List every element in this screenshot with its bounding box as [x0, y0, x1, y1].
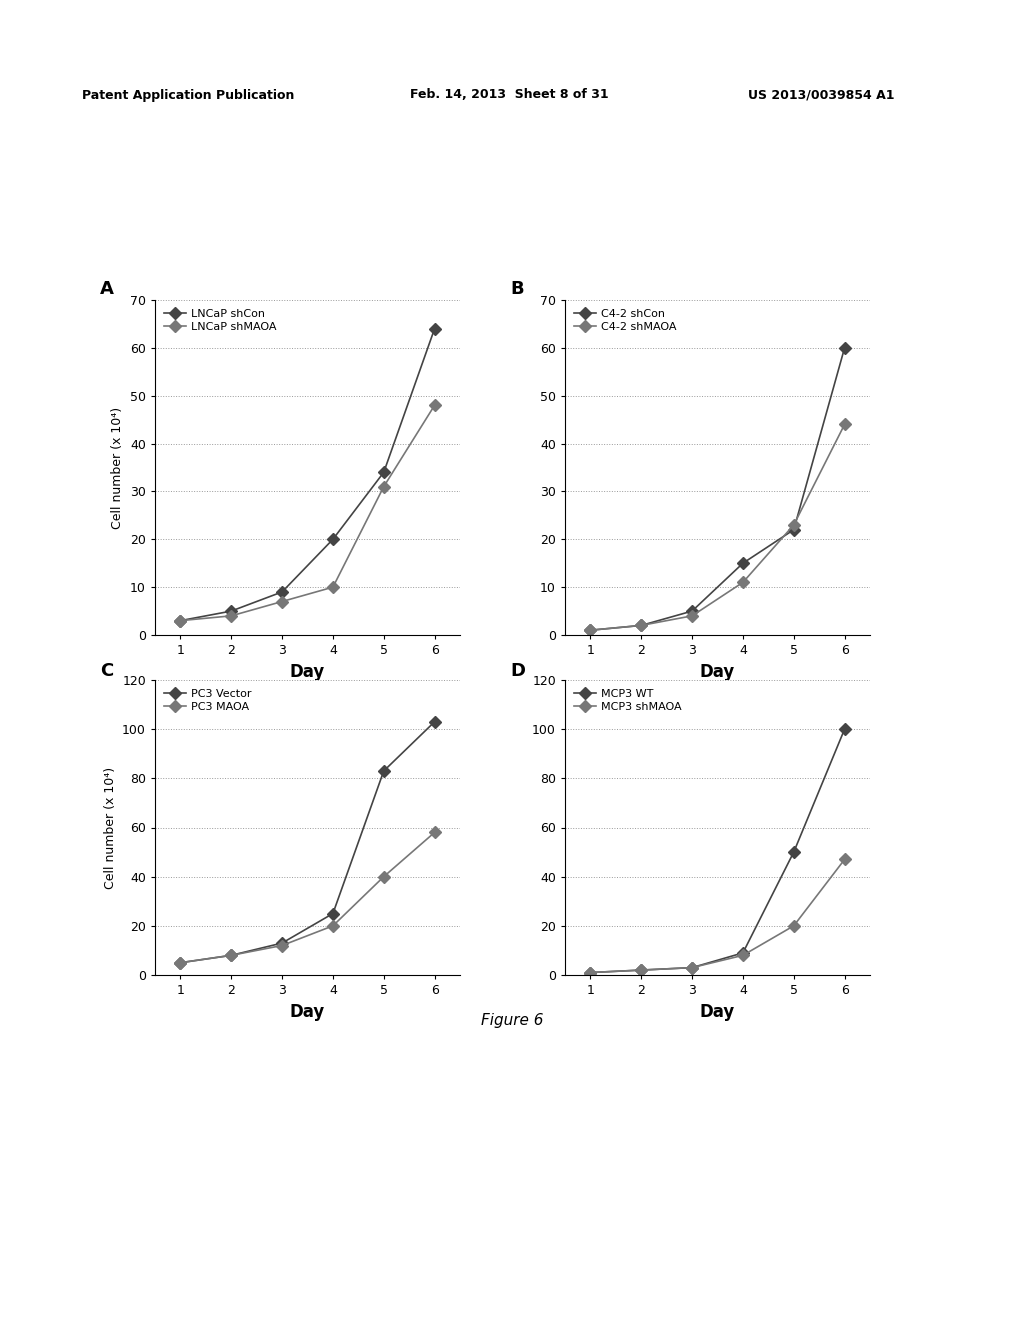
Line: PC3 Vector: PC3 Vector	[176, 718, 438, 966]
Text: Feb. 14, 2013  Sheet 8 of 31: Feb. 14, 2013 Sheet 8 of 31	[410, 88, 608, 102]
X-axis label: Day: Day	[290, 663, 326, 681]
C4-2 shMAOA	[737, 574, 750, 590]
PC3 Vector	[428, 714, 440, 730]
MCP3 shMAOA	[737, 948, 750, 964]
X-axis label: Day: Day	[699, 1003, 735, 1020]
Text: B: B	[510, 280, 523, 298]
X-axis label: Day: Day	[290, 1003, 326, 1020]
MCP3 shMAOA	[686, 960, 698, 975]
MCP3 WT	[787, 845, 800, 861]
MCP3 shMAOA	[787, 917, 800, 933]
MCP3 WT	[839, 721, 851, 737]
C4-2 shCon	[787, 521, 800, 537]
X-axis label: Day: Day	[699, 663, 735, 681]
LNCaP shCon	[327, 532, 339, 548]
Text: Patent Application Publication: Patent Application Publication	[82, 88, 294, 102]
Line: C4-2 shCon: C4-2 shCon	[587, 343, 849, 635]
LNCaP shCon	[275, 583, 288, 599]
C4-2 shMAOA	[585, 622, 597, 638]
MCP3 shMAOA	[839, 851, 851, 867]
LNCaP shCon	[174, 612, 186, 628]
LNCaP shMAOA	[378, 479, 390, 495]
PC3 MAOA	[174, 954, 186, 970]
PC3 Vector	[378, 763, 390, 779]
C4-2 shCon	[737, 556, 750, 572]
Line: PC3 MAOA: PC3 MAOA	[176, 828, 438, 966]
PC3 Vector	[327, 906, 339, 921]
Line: MCP3 shMAOA: MCP3 shMAOA	[587, 855, 849, 977]
PC3 MAOA	[378, 869, 390, 884]
LNCaP shMAOA	[327, 579, 339, 595]
PC3 MAOA	[428, 825, 440, 841]
Y-axis label: Cell number (x 10⁴): Cell number (x 10⁴)	[112, 407, 125, 528]
Y-axis label: Cell number (x 10⁴): Cell number (x 10⁴)	[103, 767, 117, 888]
C4-2 shCon	[585, 622, 597, 638]
C4-2 shMAOA	[686, 609, 698, 624]
Text: US 2013/0039854 A1: US 2013/0039854 A1	[748, 88, 894, 102]
Text: C: C	[100, 663, 114, 680]
LNCaP shCon	[428, 321, 440, 337]
PC3 Vector	[225, 948, 238, 964]
PC3 MAOA	[225, 948, 238, 964]
MCP3 shMAOA	[585, 965, 597, 981]
Line: C4-2 shMAOA: C4-2 shMAOA	[587, 420, 849, 635]
Legend: LNCaP shCon, LNCaP shMAOA: LNCaP shCon, LNCaP shMAOA	[161, 305, 280, 335]
Text: A: A	[100, 280, 114, 298]
Legend: MCP3 WT, MCP3 shMAOA: MCP3 WT, MCP3 shMAOA	[570, 685, 684, 715]
MCP3 shMAOA	[635, 962, 647, 978]
Legend: PC3 Vector, PC3 MAOA: PC3 Vector, PC3 MAOA	[161, 685, 254, 715]
MCP3 WT	[686, 960, 698, 975]
MCP3 WT	[585, 965, 597, 981]
LNCaP shCon	[225, 603, 238, 619]
Legend: C4-2 shCon, C4-2 shMAOA: C4-2 shCon, C4-2 shMAOA	[570, 305, 679, 335]
C4-2 shMAOA	[787, 517, 800, 533]
Line: LNCaP shCon: LNCaP shCon	[176, 325, 438, 624]
LNCaP shMAOA	[275, 594, 288, 610]
MCP3 WT	[635, 962, 647, 978]
LNCaP shMAOA	[174, 612, 186, 628]
Text: Figure 6: Figure 6	[480, 1012, 544, 1027]
LNCaP shMAOA	[225, 609, 238, 624]
Line: LNCaP shMAOA: LNCaP shMAOA	[176, 401, 438, 624]
Line: MCP3 WT: MCP3 WT	[587, 725, 849, 977]
PC3 Vector	[275, 935, 288, 950]
C4-2 shCon	[686, 603, 698, 619]
LNCaP shCon	[378, 465, 390, 480]
C4-2 shCon	[839, 341, 851, 356]
C4-2 shMAOA	[839, 417, 851, 433]
PC3 MAOA	[327, 917, 339, 933]
MCP3 WT	[737, 945, 750, 961]
Text: D: D	[510, 663, 525, 680]
PC3 MAOA	[275, 937, 288, 953]
C4-2 shMAOA	[635, 618, 647, 634]
PC3 Vector	[174, 954, 186, 970]
LNCaP shMAOA	[428, 397, 440, 413]
C4-2 shCon	[635, 618, 647, 634]
